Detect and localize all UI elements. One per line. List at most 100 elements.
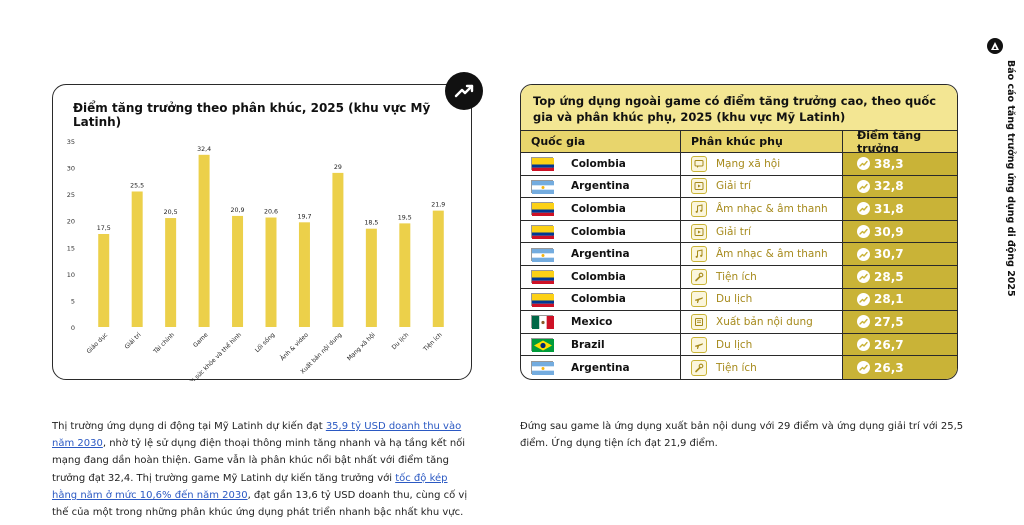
table-row: Colombia Du lịch 28,1 [521, 288, 957, 312]
intro-paragraph: Thị trường ứng dụng di động tại Mỹ Latin… [52, 418, 472, 521]
intro-text-1: Thị trường ứng dụng di động tại Mỹ Latin… [52, 421, 326, 432]
segment-name: Du lịch [716, 338, 753, 351]
y-tick-label: 0 [71, 324, 75, 332]
segment-cell: Giải trí [681, 220, 843, 243]
table-row: Colombia Giải trí 30,9 [521, 220, 957, 244]
table-row: Argentina Giải trí 32,8 [521, 175, 957, 199]
revenue-2030-link[interactable]: 35,9 tỷ USD doanh thu vào năm 2030 [52, 421, 462, 450]
segment-cell: Tiện ích [681, 265, 843, 288]
score-value: 27,5 [874, 314, 904, 329]
colombia-flag-icon [531, 292, 554, 307]
argentina-flag-icon [531, 247, 554, 262]
segment-name: Âm nhạc & âm thanh [716, 248, 828, 261]
score-cell: 31,8 [843, 198, 957, 220]
cagr-link[interactable]: tốc độ kép hằng năm ở mức 10,6% đến năm … [52, 472, 448, 501]
y-tick-label: 20 [67, 218, 75, 226]
play-icon [691, 178, 707, 195]
header-score: Điểm tăng trưởng [857, 128, 922, 155]
country-cell: Colombia [521, 220, 681, 243]
segment-cell: Xuất bản nội dung [681, 311, 843, 333]
country-name: Colombia [571, 270, 626, 283]
score-cell: 28,1 [843, 288, 957, 311]
score-cell: 38,3 [843, 153, 957, 175]
x-tick-label: Mạng xã hội [346, 331, 377, 362]
document-icon [691, 313, 707, 330]
bar-1 [131, 191, 143, 327]
intro-text-3: , đạt gần 13,6 tỷ USD doanh thu, cùng cố… [52, 489, 468, 519]
segment-name: Giải trí [716, 225, 752, 238]
segment-name: Âm nhạc & âm thanh [716, 202, 828, 215]
colombia-flag-icon [531, 225, 554, 240]
chat-icon [691, 155, 707, 172]
segment-name: Mạng xã hội [716, 157, 781, 170]
trend-up-icon [857, 270, 870, 284]
bar-4 [232, 215, 244, 327]
music-icon [691, 200, 707, 217]
segment-cell: Tiện ích [681, 356, 843, 379]
bar-10 [432, 210, 444, 327]
chart-title: Điểm tăng trưởng theo phân khúc, 2025 (k… [73, 101, 431, 129]
play-icon [691, 223, 707, 240]
y-tick-label: 25 [67, 191, 75, 199]
brand-logo-icon [987, 38, 1003, 54]
wrench-icon [691, 268, 707, 285]
segment-name: Giải trí [716, 180, 752, 193]
country-cell: Brazil [521, 333, 681, 356]
table-row: Colombia Mạng xã hội 38,3 [521, 153, 957, 176]
top-apps-table-card: Top ứng dụng ngoài game có điểm tăng trư… [520, 84, 958, 380]
trend-up-icon [857, 157, 870, 171]
trend-up-icon [857, 315, 870, 329]
table-title: Top ứng dụng ngoài game có điểm tăng trư… [521, 85, 957, 131]
score-value: 26,3 [874, 360, 904, 375]
country-name: Argentina [571, 248, 630, 261]
score-cell: 28,5 [843, 265, 957, 288]
country-name: Colombia [571, 157, 626, 170]
argentina-flag-icon [531, 361, 554, 376]
colombia-flag-icon [531, 157, 554, 172]
argentina-flag-icon [531, 179, 554, 194]
table-body: Colombia Mạng xã hội 38,3 Argentina Giải trí… [521, 153, 957, 379]
bar-value-label: 19,5 [398, 214, 412, 221]
bar-6 [298, 222, 310, 327]
table-row: Colombia Âm nhạc & âm thanh 31,8 [521, 198, 957, 221]
score-value: 28,5 [874, 269, 904, 284]
colombia-flag-icon [531, 202, 554, 217]
x-tick-label: Ảnh & video [278, 331, 310, 363]
x-tick-label: Tiện ích [422, 331, 444, 353]
y-tick-label: 35 [67, 138, 75, 146]
header-country: Quốc gia [521, 131, 681, 152]
segment-name: Tiện ích [716, 361, 757, 374]
bar-0 [98, 234, 110, 327]
bar-value-label: 18,5 [364, 220, 378, 227]
bar-value-label: 19,7 [297, 213, 311, 220]
country-cell: Colombia [521, 265, 681, 288]
score-value: 38,3 [874, 156, 904, 171]
y-tick-label: 15 [67, 244, 75, 252]
plane-icon [691, 336, 707, 353]
bar-7 [332, 172, 344, 327]
segment-cell: Du lịch [681, 288, 843, 311]
brazil-flag-icon [531, 338, 554, 353]
country-cell: Colombia [521, 198, 681, 220]
bar-value-label: 29 [334, 164, 342, 171]
score-cell: 32,8 [843, 175, 957, 198]
bar-value-label: 17,5 [97, 225, 111, 232]
plane-icon [691, 291, 707, 308]
score-cell: 27,5 [843, 311, 957, 333]
country-cell: Colombia [521, 153, 681, 175]
score-cell: 30,7 [843, 243, 957, 265]
y-tick-label: 10 [67, 271, 75, 279]
country-cell: Mexico [521, 311, 681, 333]
segment-name: Du lịch [716, 293, 753, 306]
table-row: Colombia Tiện ích 28,5 [521, 265, 957, 289]
header-segment: Phân khúc phụ [681, 131, 843, 152]
country-cell: Colombia [521, 288, 681, 311]
score-value: 31,8 [874, 201, 904, 216]
segment-cell: Mạng xã hội [681, 153, 843, 175]
country-name: Mexico [571, 315, 613, 328]
score-value: 32,8 [874, 179, 904, 194]
country-name: Brazil [571, 338, 605, 351]
bar-value-label: 25,5 [130, 182, 144, 189]
bar-8 [365, 228, 377, 327]
country-cell: Argentina [521, 356, 681, 379]
